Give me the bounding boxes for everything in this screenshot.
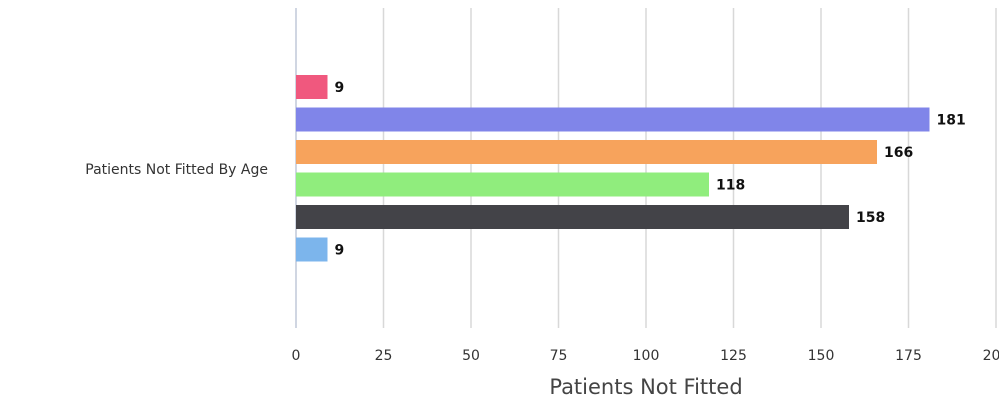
gridlines xyxy=(382,8,997,328)
x-axis-title: Patients Not Fitted xyxy=(549,375,742,399)
data-label-1: 9 xyxy=(335,80,345,96)
data-label-3: 166 xyxy=(884,145,913,161)
x-tick-label-25: 25 xyxy=(375,348,393,364)
data-label-2: 181 xyxy=(937,113,966,129)
data-label-5: 158 xyxy=(856,210,885,226)
bar-1[interactable] xyxy=(296,75,328,99)
x-tick-labels: 0 25 50 75 100 125 150 175 200 xyxy=(292,348,999,364)
bar-3[interactable] xyxy=(296,140,877,164)
category-label: Patients Not Fitted By Age xyxy=(85,162,268,178)
x-tick-label-50: 50 xyxy=(462,348,480,364)
bar-4[interactable] xyxy=(296,172,709,197)
x-tick-label-75: 75 xyxy=(550,348,568,364)
bar-6[interactable] xyxy=(296,237,328,262)
x-tick-label-100: 100 xyxy=(633,348,660,364)
bar-series xyxy=(296,75,930,262)
data-label-4: 118 xyxy=(716,178,745,194)
bar-2[interactable] xyxy=(296,107,930,132)
x-tick-label-175: 175 xyxy=(895,348,922,364)
data-labels: 9 181 166 118 158 9 xyxy=(335,80,966,259)
bar-5[interactable] xyxy=(296,205,849,229)
x-tick-label-125: 125 xyxy=(720,348,747,364)
x-tick-label-150: 150 xyxy=(808,348,835,364)
x-tick-label-0: 0 xyxy=(292,348,301,364)
x-tick-label-200: 200 xyxy=(983,348,999,364)
data-label-6: 9 xyxy=(335,243,345,259)
